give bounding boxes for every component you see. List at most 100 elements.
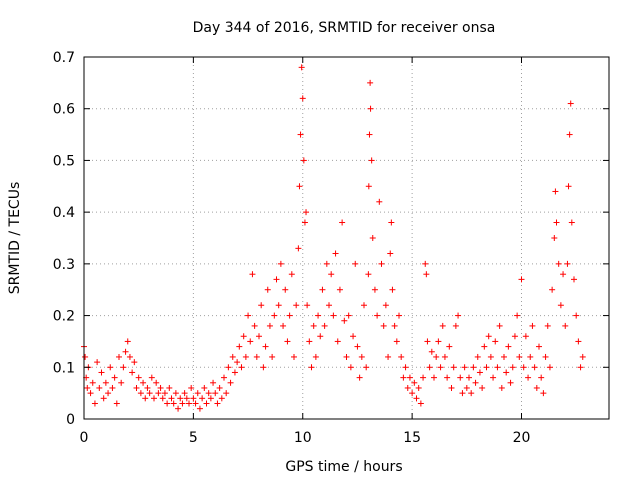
data-point	[295, 245, 302, 252]
data-point	[306, 338, 313, 345]
data-point	[363, 364, 370, 371]
data-point	[433, 353, 440, 360]
data-point	[406, 374, 413, 381]
data-point	[343, 353, 350, 360]
data-point	[365, 183, 372, 190]
data-point	[389, 286, 396, 293]
x-tick-label: 0	[80, 430, 89, 446]
data-point	[214, 400, 221, 407]
data-point	[216, 384, 223, 391]
y-tick-label: 0	[66, 412, 75, 428]
data-point	[511, 333, 518, 340]
data-point	[273, 276, 280, 283]
data-point	[199, 395, 206, 402]
y-tick-label: 0.7	[53, 50, 75, 66]
data-point	[555, 260, 562, 267]
data-point	[258, 302, 265, 309]
y-axis-label: SRMTID / TECUs	[7, 182, 23, 295]
data-point	[472, 379, 479, 386]
data-point	[229, 353, 236, 360]
data-point	[299, 95, 306, 102]
data-point	[332, 250, 339, 257]
data-point	[207, 395, 214, 402]
data-point	[494, 364, 501, 371]
y-axis-ticks: 0 0.1 0.2 0.3 0.4 0.5 0.6 0.7	[53, 50, 609, 428]
data-point	[315, 312, 322, 319]
data-point	[291, 353, 297, 360]
data-point	[142, 395, 149, 402]
data-point	[96, 384, 103, 391]
data-point	[522, 333, 529, 340]
y-tick-label: 0.1	[53, 360, 75, 376]
data-point	[437, 364, 444, 371]
data-point	[503, 369, 510, 376]
data-point	[168, 395, 175, 402]
data-point	[553, 219, 560, 226]
data-point	[516, 353, 523, 360]
data-point	[431, 374, 437, 381]
data-point	[378, 260, 385, 267]
data-point	[245, 312, 252, 319]
data-point	[509, 364, 516, 371]
data-point	[476, 369, 483, 376]
data-point	[146, 390, 153, 397]
data-point	[501, 353, 507, 360]
data-point	[301, 219, 308, 226]
data-point	[210, 379, 217, 386]
data-point	[452, 322, 459, 329]
data-point	[194, 390, 201, 397]
data-point	[562, 322, 569, 329]
data-point	[463, 384, 470, 391]
data-point	[426, 364, 433, 371]
x-tick-label: 20	[513, 430, 531, 446]
data-point	[218, 395, 225, 402]
data-point	[368, 157, 375, 164]
data-point	[312, 353, 319, 360]
data-point	[380, 322, 387, 329]
data-point	[262, 343, 269, 350]
data-point	[186, 400, 192, 407]
data-point	[87, 390, 94, 397]
data-point	[296, 183, 303, 190]
data-point	[249, 271, 256, 278]
data-point	[393, 338, 400, 345]
data-point	[560, 271, 567, 278]
data-point	[350, 333, 357, 340]
data-point	[122, 348, 129, 355]
data-point	[439, 322, 446, 329]
data-point	[435, 338, 442, 345]
data-point	[575, 338, 582, 345]
data-point	[505, 343, 512, 350]
data-point	[533, 384, 540, 391]
data-point	[253, 353, 260, 360]
data-point	[567, 100, 574, 107]
data-point	[264, 286, 271, 293]
data-point	[284, 338, 291, 345]
data-point	[544, 322, 551, 329]
data-point	[151, 395, 157, 402]
data-point	[303, 209, 310, 216]
data-point	[310, 322, 317, 329]
data-point	[328, 271, 335, 278]
data-point	[166, 384, 173, 391]
data-point	[148, 374, 155, 381]
data-point	[288, 271, 295, 278]
data-point	[157, 384, 164, 391]
data-point	[256, 333, 262, 340]
data-point	[188, 384, 195, 391]
data-point	[525, 374, 532, 381]
data-point	[352, 260, 359, 267]
data-point	[203, 400, 210, 407]
data-point	[461, 364, 468, 371]
data-point	[549, 286, 556, 293]
data-point	[179, 400, 186, 407]
data-point	[354, 343, 361, 350]
data-point	[172, 390, 179, 397]
data-point	[144, 384, 151, 391]
data-point	[82, 353, 89, 360]
data-point	[542, 353, 549, 360]
data-point	[205, 390, 212, 397]
data-point	[571, 276, 577, 283]
data-point	[518, 276, 525, 283]
